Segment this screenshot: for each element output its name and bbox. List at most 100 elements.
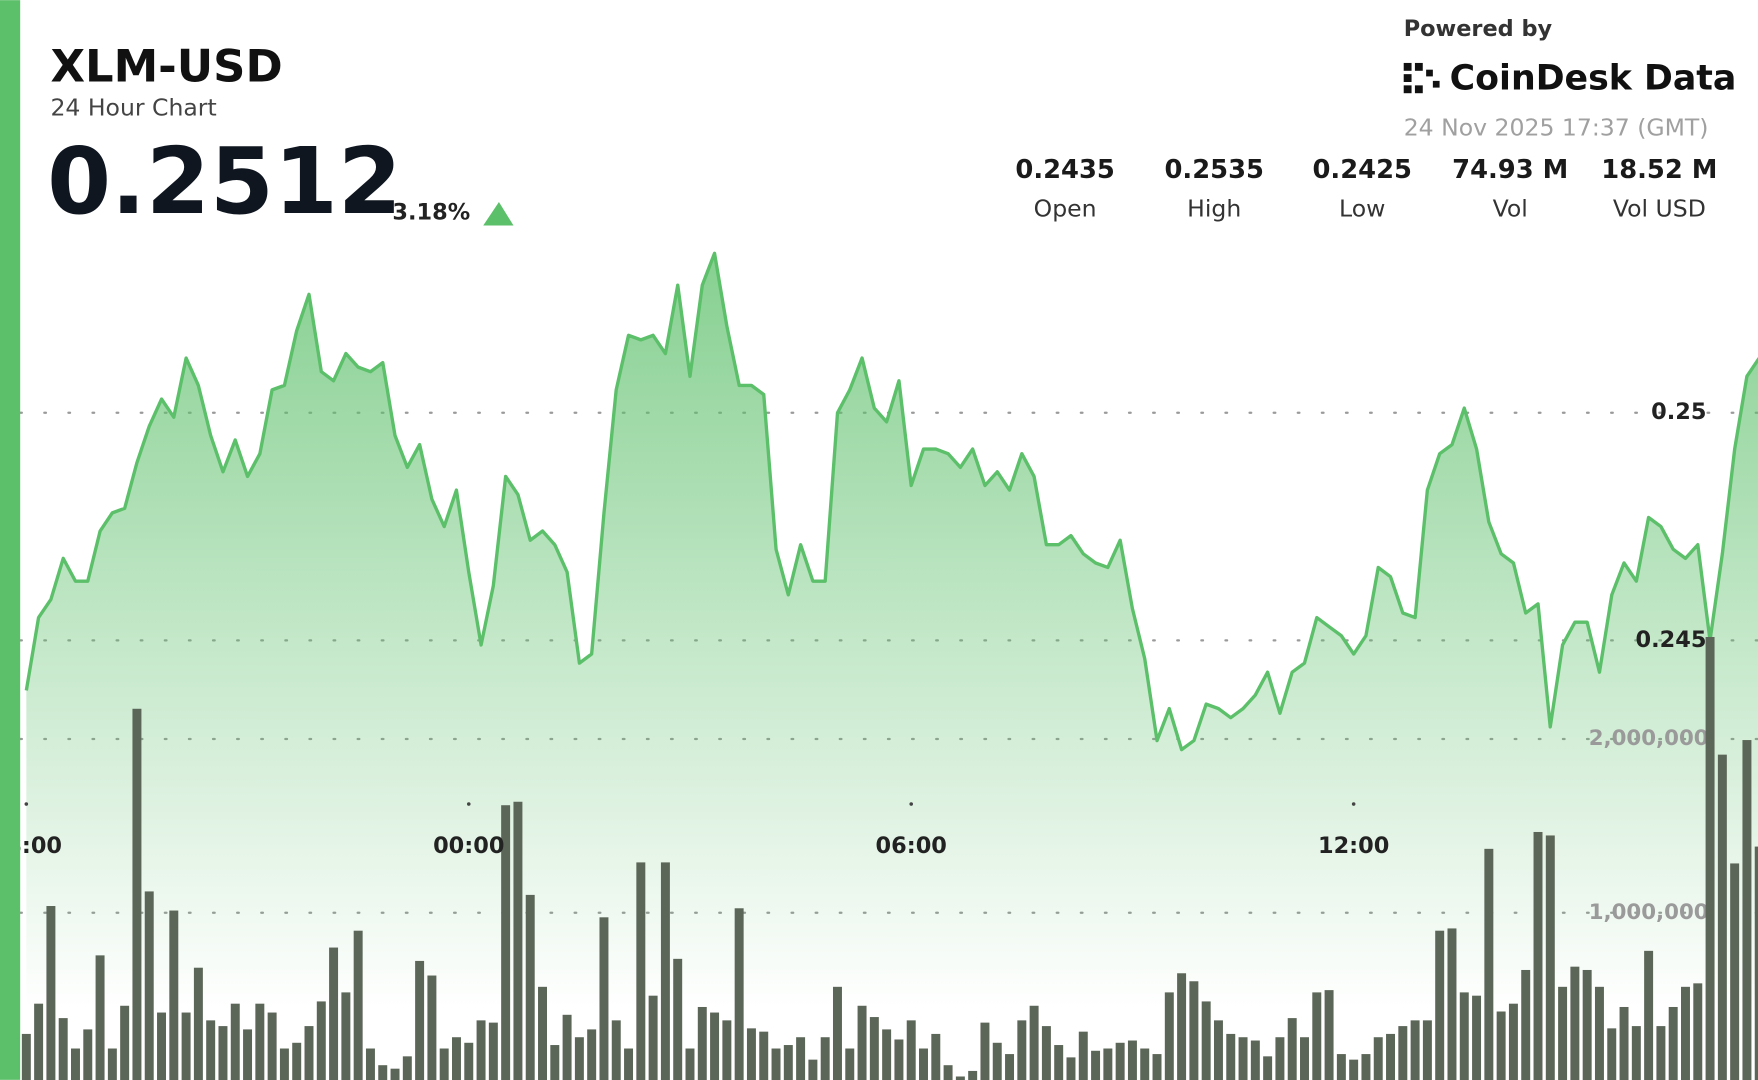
price: 0.2512 [47, 128, 402, 235]
volume-bar [1250, 1040, 1260, 1080]
volume-bar [1041, 1026, 1051, 1080]
volume-bar [1435, 930, 1445, 1080]
volume-bar [611, 1020, 621, 1080]
volume-bar [1693, 983, 1703, 1080]
volume-bar [1607, 1028, 1617, 1080]
volume-bar [1017, 1020, 1027, 1080]
stat-label: Vol USD [1613, 194, 1706, 222]
volume-bar [157, 1012, 167, 1080]
x-tick [466, 802, 471, 806]
volume-bar [574, 1037, 584, 1080]
volume-bar [316, 1001, 326, 1080]
volume-bar [1558, 986, 1568, 1080]
volume-bar [1078, 1031, 1088, 1080]
change: 3.18% [392, 200, 470, 226]
volume-bar [1263, 1056, 1273, 1080]
volume-bar [1140, 1048, 1150, 1080]
volume-bar [1681, 986, 1690, 1080]
volume-bar [1508, 1003, 1518, 1080]
volume-bar [1484, 848, 1494, 1080]
volume-bar [181, 1012, 191, 1080]
volume-bar [1398, 1026, 1408, 1080]
volume-bar [95, 955, 105, 1080]
volume-bar [697, 1006, 707, 1080]
volume-bar [1005, 1054, 1015, 1080]
volume-bar [58, 1018, 68, 1080]
volume-bar [1164, 992, 1174, 1080]
volume-bar [955, 1076, 965, 1080]
volume-bar [550, 1045, 560, 1080]
volume-bar [1644, 950, 1654, 1080]
volume-bar [1410, 1020, 1420, 1080]
stat-label: Vol [1493, 194, 1528, 222]
volume-bar [378, 1065, 388, 1080]
volume-bar [501, 805, 511, 1080]
volume-bar [1312, 992, 1322, 1080]
volume-bar [402, 1056, 412, 1080]
stats: 0.2435 Open 0.2535 High 0.2425 Low 74.93 M Vol 1… [1015, 155, 1717, 222]
volume-bar [820, 1037, 830, 1080]
volume-bar [1521, 969, 1531, 1080]
x-tick [24, 802, 29, 806]
volume-bar [832, 986, 842, 1080]
volume-bar [1373, 1037, 1383, 1080]
x-tick-label: 06:00 [876, 833, 947, 859]
volume-bar [685, 1048, 695, 1080]
stat-value: 0.2425 [1313, 155, 1412, 185]
x-tick-label: 12:00 [1318, 833, 1389, 859]
volume-bar [1152, 1054, 1162, 1080]
volume-bar [1349, 1059, 1359, 1080]
x-tick [1351, 802, 1356, 806]
header: XLM-USD 24 Hour Chart 0.2512 3.18% Power… [47, 16, 1736, 235]
volume-bar [1742, 740, 1752, 1080]
volume-bar [648, 995, 658, 1080]
stat-label: Open [1034, 194, 1097, 222]
volume-bar [1533, 831, 1543, 1080]
volume-bar [796, 1037, 806, 1080]
volume-bar [1275, 1037, 1285, 1080]
volume-bar [107, 1048, 117, 1080]
volume-bar [267, 1012, 277, 1080]
volume-bar [193, 967, 203, 1080]
volume-bar [1447, 928, 1457, 1080]
volume-bar [1324, 990, 1334, 1080]
volume-bar [1177, 973, 1187, 1080]
symbol: XLM-USD [50, 40, 282, 93]
volume-bar [992, 1042, 1002, 1080]
volume-bar [488, 1022, 498, 1080]
volume-bar [34, 1003, 44, 1080]
volume-bar [341, 992, 351, 1080]
stat-value: 18.52 M [1601, 155, 1717, 185]
volume-bar [1066, 1057, 1076, 1080]
volume-bar [230, 1003, 240, 1080]
volume-bar [1730, 863, 1740, 1080]
volume-bar [1201, 1001, 1211, 1080]
volume-bar [1545, 835, 1555, 1080]
volume-bar [21, 1033, 31, 1080]
volume-bar [476, 1020, 486, 1080]
volume-bar [1705, 636, 1715, 1080]
volume-bar [1054, 1045, 1064, 1080]
volume-bar [599, 917, 609, 1080]
volume-bar [1300, 1037, 1309, 1080]
volume-bar [1386, 1033, 1396, 1080]
volume-bar [1594, 986, 1604, 1080]
volume-bar [710, 1012, 720, 1080]
volume-bar [746, 1028, 756, 1080]
volume-bar [513, 801, 523, 1080]
price-area [26, 253, 1758, 1080]
volume-bar [980, 1022, 990, 1080]
volume-bar [771, 1048, 781, 1080]
volume-bar [1496, 1011, 1506, 1080]
volume-bar [1472, 995, 1482, 1080]
volume-bar [845, 1048, 855, 1080]
volume-bar [353, 930, 363, 1080]
x-tick [909, 802, 914, 806]
volume-bar [279, 1048, 289, 1080]
volume-bar [1656, 1026, 1666, 1080]
volume-bar [1127, 1040, 1137, 1080]
volume-bar [218, 1026, 228, 1080]
y-tick-label: 0.25 [1651, 399, 1706, 425]
volume-bar [857, 1005, 867, 1080]
